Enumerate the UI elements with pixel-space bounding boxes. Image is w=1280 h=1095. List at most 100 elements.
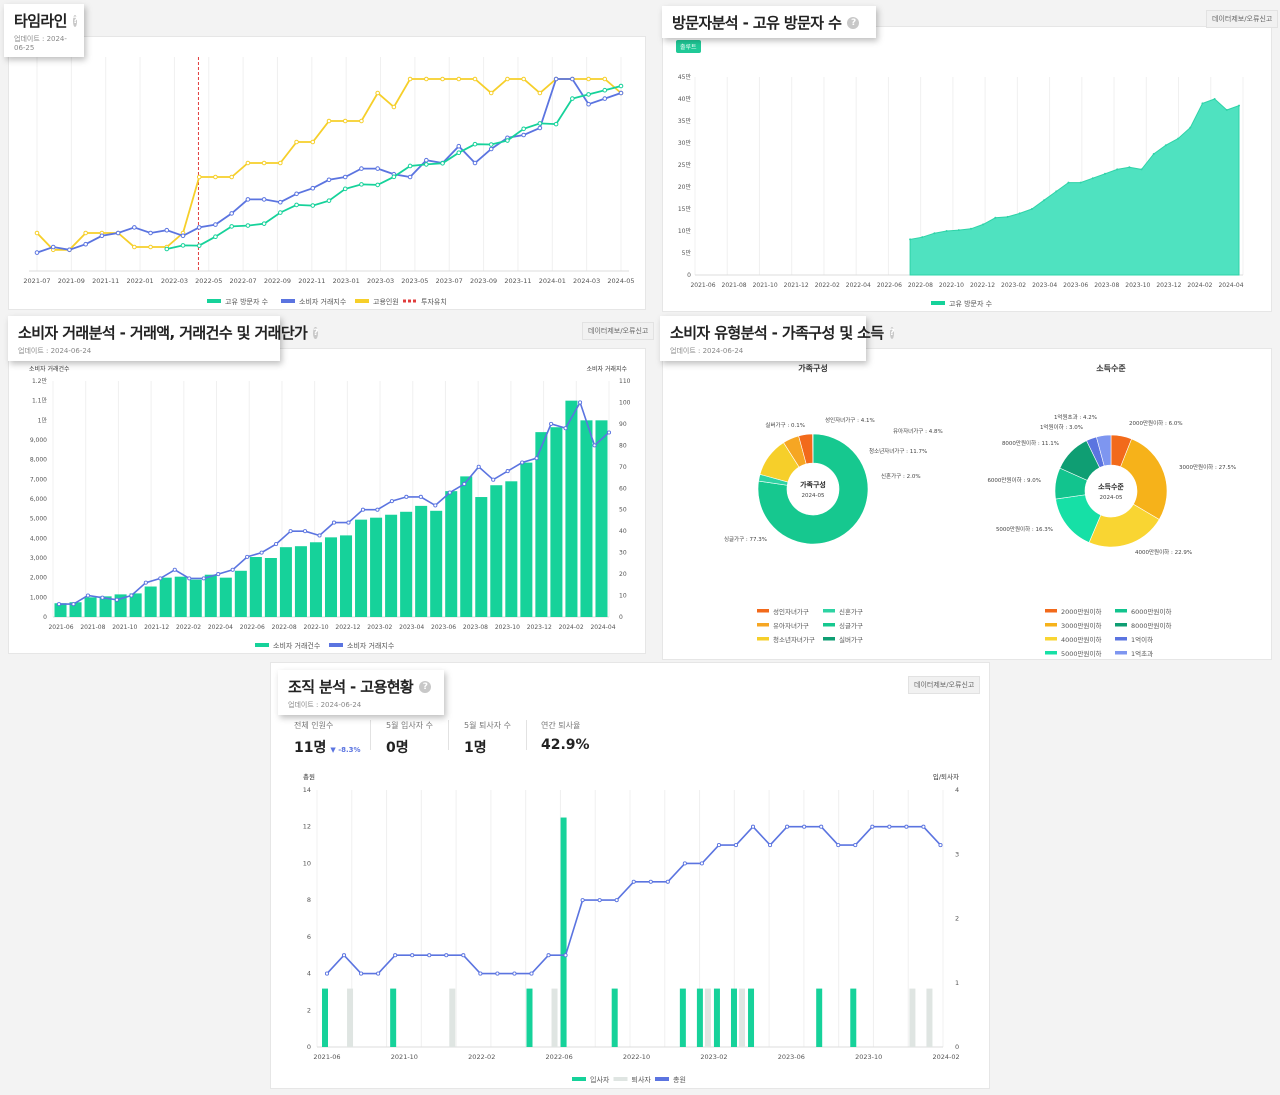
hire-bar <box>322 989 328 1047</box>
slice-label: 1억원이하 : 3.0% <box>1040 423 1083 431</box>
transactions-report-button[interactable]: 데이터제보/오류신고 <box>582 322 654 340</box>
slice-label: 6000만원이하 : 9.0% <box>987 476 1041 484</box>
data-point <box>408 77 412 81</box>
x-tick-label: 2022-02 <box>468 1053 495 1061</box>
x-tick-label: 2022-06 <box>546 1053 573 1061</box>
kpi-leavers: 5월 퇴사자 수 1명 <box>464 720 511 757</box>
help-icon[interactable]: ? <box>847 17 859 29</box>
data-point <box>939 843 942 846</box>
y-tick-label: 8 <box>307 896 311 904</box>
data-point <box>51 245 55 249</box>
yellow-series-line <box>37 79 621 250</box>
data-point <box>279 211 283 215</box>
bar <box>340 535 352 617</box>
data-point <box>700 862 703 865</box>
data-point <box>214 223 218 227</box>
hire-bar <box>697 989 703 1047</box>
legend-swatch <box>757 623 769 627</box>
data-point <box>428 954 431 957</box>
kpi-turnover: 연간 퇴사율 42.9% <box>541 720 590 753</box>
hire-bar <box>748 989 754 1047</box>
data-point <box>564 954 567 957</box>
visitors-report-button[interactable]: 데이터제보/오류신고 <box>1206 10 1278 28</box>
donut-center-title: 가족구성 <box>800 480 826 489</box>
leaver-bar <box>552 989 558 1047</box>
data-point <box>547 954 550 957</box>
x-tick-label: 2022-08 <box>908 282 933 289</box>
legend-label: 소비자 거래지수 <box>299 297 347 306</box>
data-point <box>325 972 328 975</box>
slice-label: 4000만원이하 : 22.9% <box>1135 548 1192 556</box>
data-point <box>214 175 218 179</box>
data-point <box>441 77 445 81</box>
bar <box>280 547 292 617</box>
employment-title: 조직 분석 - 고용현황 <box>288 676 413 697</box>
data-point <box>279 200 283 204</box>
data-point <box>149 231 153 235</box>
data-point <box>1055 190 1057 192</box>
data-point <box>581 899 584 902</box>
leaver-bar <box>926 989 932 1047</box>
data-point <box>489 91 493 95</box>
hire-bar <box>816 989 822 1047</box>
y-tick-label: 3,000 <box>30 555 47 562</box>
y-tick-label: 14 <box>303 786 311 794</box>
y-tick-label: 7,000 <box>30 476 47 483</box>
data-point <box>1031 208 1033 210</box>
legend-label: 총원 <box>673 1075 686 1084</box>
donut-slice <box>1121 439 1167 520</box>
legend-swatch <box>1045 651 1057 655</box>
x-tick-label: 2021-06 <box>690 282 715 289</box>
hire-bar <box>561 818 567 1047</box>
data-point <box>933 232 935 234</box>
y-right-tick-label: 40 <box>619 528 627 535</box>
y-tick-label: 20만 <box>678 183 692 191</box>
legend-swatch <box>1045 637 1057 641</box>
slice-label: 신혼가구 : 2.0% <box>881 472 921 480</box>
x-tick-label: 2022-07 <box>230 277 257 285</box>
data-point <box>448 491 451 494</box>
blue-series-line <box>37 79 621 253</box>
y-tick-label: 2,000 <box>30 575 47 582</box>
x-tick-label: 2024-02 <box>932 1053 959 1061</box>
x-tick-label: 2023-04 <box>399 624 424 631</box>
data-point <box>246 555 249 558</box>
y-right-tick-label: 2 <box>955 915 959 923</box>
employment-report-button[interactable]: 데이터제보/오류신고 <box>908 676 980 694</box>
data-point <box>68 248 72 252</box>
data-point <box>994 217 996 219</box>
y-tick-label: 25만 <box>678 161 692 169</box>
data-point <box>434 504 437 507</box>
data-point <box>359 972 362 975</box>
data-point <box>1092 177 1094 179</box>
data-point <box>463 482 466 485</box>
data-point <box>492 478 495 481</box>
help-icon[interactable]: ? <box>73 15 78 27</box>
data-point <box>578 401 581 404</box>
bar <box>460 476 472 617</box>
data-point <box>538 122 542 126</box>
data-point <box>419 495 422 498</box>
donut-heading: 소득수준 <box>1096 364 1126 373</box>
x-tick-label: 2022-04 <box>846 282 871 289</box>
visitors-title-box: 방문자분석 - 고유 방문자 수? <box>662 6 876 38</box>
legend-label: 5000만원이하 <box>1061 649 1101 658</box>
data-point <box>946 230 948 232</box>
help-icon[interactable]: ? <box>419 681 431 693</box>
data-point <box>603 88 607 92</box>
legend-label: 고유 방문자 수 <box>225 297 269 306</box>
help-icon[interactable]: ? <box>313 327 318 339</box>
x-tick-label: 2022-04 <box>208 624 233 631</box>
bar <box>295 546 307 617</box>
left-axis-title: 소비자 거래건수 <box>29 365 70 373</box>
help-icon[interactable]: ? <box>890 327 895 339</box>
data-point <box>197 226 201 230</box>
x-tick-label: 2021-09 <box>58 277 85 285</box>
data-point <box>554 122 558 126</box>
legend-swatch <box>281 299 295 303</box>
data-point <box>457 144 461 148</box>
slice-label: 2000만원이하 : 6.0% <box>1129 419 1183 427</box>
data-point <box>411 954 414 957</box>
data-point <box>489 147 493 151</box>
